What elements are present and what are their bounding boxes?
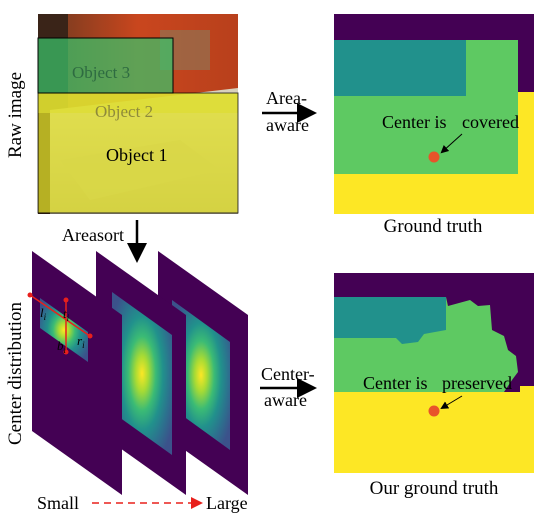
ground-truth-panel [334,14,534,214]
ground-truth-caption: Ground truth [384,216,483,237]
object-3-label: Object 3 [72,63,130,82]
scale-small-label: Small [37,493,79,513]
our-ground-truth-annotation-word: preserved [442,373,512,393]
distance-markers [27,292,93,355]
our-ground-truth-annotation-prefix: Center is [363,373,428,393]
our-ground-truth-center-dot [428,405,440,417]
our-ground-truth-pointer-arrow [440,395,463,410]
center-distribution-stack [32,251,248,495]
symbol-t: ti [63,306,70,323]
area-aware-label-line1: Area- [266,88,307,108]
ground-truth-center-dot [428,151,440,163]
symbol-r: ri [77,333,85,350]
areasort-label: Areasort [62,225,124,245]
object-1-label: Object 1 [106,145,167,165]
ground-truth-annotation-word: covered [462,112,519,132]
symbol-l: li [40,305,47,322]
raw-image-axis-label: Raw image [5,72,26,158]
ground-truth-annotation-prefix: Center is [382,112,447,132]
object-2-label: Object 2 [95,102,153,121]
ground-truth-pointer-arrow [440,133,463,154]
raw-image-panel [37,14,239,214]
our-ground-truth-caption: Our ground truth [370,478,499,499]
center-aware-label-line1: Center- [261,364,315,384]
symbol-b: bi [57,338,67,355]
area-aware-label-line2: aware [266,115,309,135]
center-aware-label-line2: aware [264,390,307,410]
our-ground-truth-panel [334,273,534,473]
scale-large-label: Large [206,493,248,513]
center-distribution-axis-label: Center distribution [5,301,26,445]
